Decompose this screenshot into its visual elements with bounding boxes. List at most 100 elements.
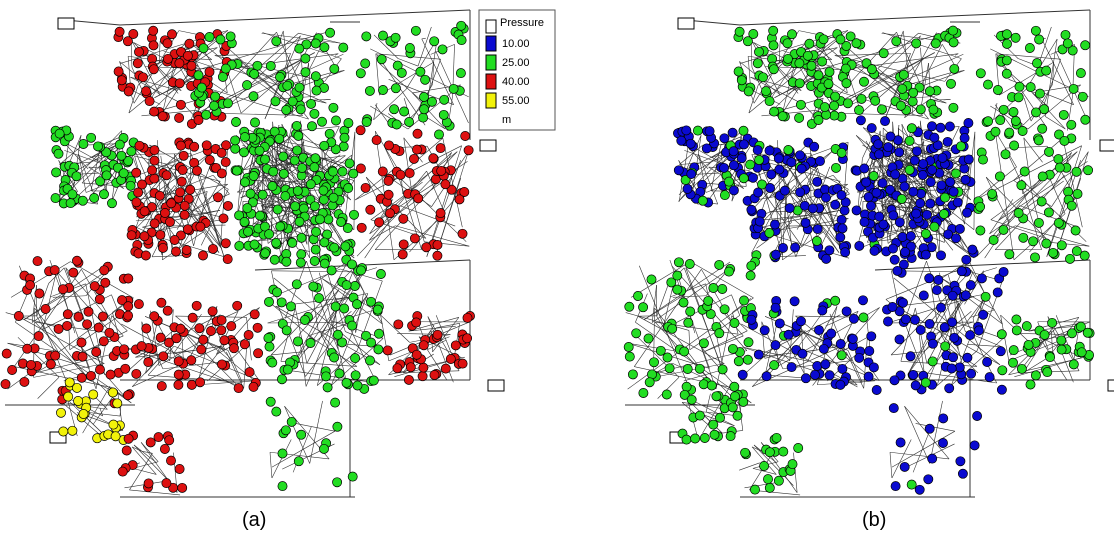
pipe <box>790 216 806 230</box>
junction-node <box>1071 246 1082 257</box>
junction-node <box>204 66 215 77</box>
junction-node <box>947 290 958 301</box>
junction-node <box>293 336 303 347</box>
junction-node <box>1068 83 1079 94</box>
pipe <box>926 302 960 364</box>
junction-node <box>883 316 893 327</box>
junction-node <box>815 156 825 167</box>
pipe <box>657 377 680 399</box>
junction-node <box>1075 68 1086 79</box>
junction-node <box>222 98 233 109</box>
junction-node <box>434 129 444 140</box>
pipe <box>269 452 273 479</box>
junction-node <box>1025 379 1036 390</box>
junction-node <box>281 325 292 336</box>
junction-node <box>754 216 765 227</box>
junction-node <box>294 82 305 93</box>
junction-node <box>914 484 925 495</box>
junction-node <box>65 198 76 209</box>
junction-node <box>378 30 388 41</box>
junction-node <box>344 158 355 169</box>
junction-node <box>371 135 382 146</box>
junction-node <box>410 25 421 36</box>
junction-node <box>86 132 97 143</box>
junction-node <box>319 237 330 248</box>
junction-node <box>242 203 253 214</box>
pipe <box>625 312 690 331</box>
pipe <box>1023 137 1043 163</box>
pipe <box>679 144 703 165</box>
junction-node <box>110 431 121 442</box>
junction-node <box>717 364 728 375</box>
junction-node <box>662 352 673 363</box>
pipe <box>767 345 795 376</box>
junction-node <box>1053 218 1064 228</box>
junction-node <box>216 315 227 326</box>
junction-node <box>19 376 30 387</box>
junction-node <box>429 36 440 47</box>
pipe <box>424 116 446 130</box>
junction-node <box>198 250 208 261</box>
junction-node <box>681 125 692 136</box>
pipe <box>637 315 725 364</box>
junction-node <box>177 165 188 175</box>
junction-node <box>293 130 304 141</box>
junction-node <box>390 83 401 94</box>
pipe <box>436 322 460 328</box>
junction-node <box>328 102 339 113</box>
junction-node <box>829 100 840 111</box>
pipe <box>634 269 702 367</box>
junction-node <box>1054 129 1064 140</box>
junction-node <box>761 86 771 97</box>
junction-node <box>264 229 275 240</box>
junction-node <box>1035 88 1045 99</box>
junction-node <box>870 95 881 106</box>
junction-node <box>269 126 280 137</box>
junction-node <box>239 339 250 350</box>
junction-node <box>239 217 250 227</box>
junction-node <box>117 295 127 306</box>
junction-node <box>310 71 321 82</box>
junction-node <box>328 192 339 203</box>
pipe <box>1044 38 1058 117</box>
junction-node <box>254 145 265 156</box>
pipe <box>190 193 230 212</box>
junction-node <box>361 117 372 127</box>
junction-node <box>770 340 781 351</box>
junction-node <box>972 411 983 421</box>
junction-node <box>826 328 837 339</box>
junction-node <box>739 139 749 150</box>
junction-node <box>310 38 321 49</box>
junction-node <box>807 203 818 214</box>
pipe <box>99 407 103 417</box>
junction-node <box>824 245 835 256</box>
pipe <box>81 269 111 320</box>
junction-node <box>459 187 470 197</box>
junction-node <box>332 421 343 432</box>
junction-node <box>895 437 906 448</box>
junction-node <box>745 159 756 170</box>
junction-node <box>222 254 233 265</box>
junction-node <box>104 327 115 338</box>
junction-node <box>786 362 797 373</box>
junction-node <box>982 357 993 367</box>
junction-node <box>248 381 259 392</box>
junction-node <box>318 185 329 196</box>
junction-node <box>128 29 139 39</box>
junction-node <box>1028 236 1039 247</box>
junction-node <box>164 435 175 446</box>
junction-node <box>270 96 281 107</box>
junction-node <box>347 471 358 482</box>
junction-node <box>77 351 88 362</box>
junction-node <box>724 266 734 277</box>
junction-node <box>1070 225 1081 236</box>
junction-node <box>711 391 722 402</box>
junction-node <box>32 256 43 267</box>
junction-node <box>978 154 988 165</box>
junction-node <box>1056 344 1067 355</box>
legend-white-swatch <box>485 19 497 34</box>
junction-node <box>349 281 360 291</box>
junction-node <box>404 117 415 127</box>
junction-node <box>355 68 366 79</box>
junction-node <box>230 143 241 154</box>
